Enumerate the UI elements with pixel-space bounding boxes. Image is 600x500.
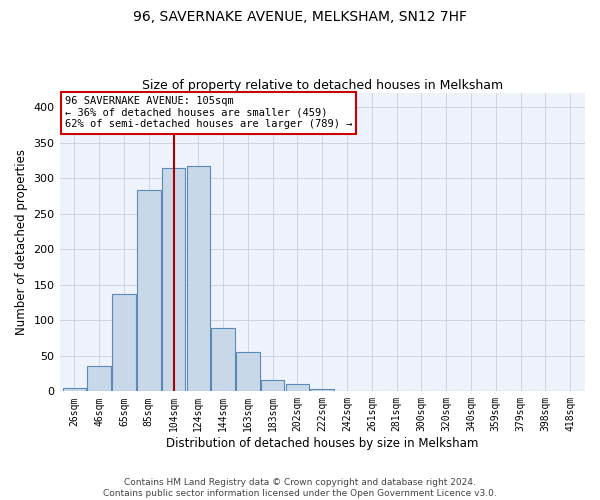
Text: 96, SAVERNAKE AVENUE, MELKSHAM, SN12 7HF: 96, SAVERNAKE AVENUE, MELKSHAM, SN12 7HF	[133, 10, 467, 24]
Bar	[162, 168, 185, 392]
Bar	[211, 328, 235, 392]
Bar	[410, 390, 433, 392]
Bar	[62, 388, 86, 392]
Bar	[261, 380, 284, 392]
Bar	[335, 390, 359, 392]
Bar	[559, 390, 582, 392]
Title: Size of property relative to detached houses in Melksham: Size of property relative to detached ho…	[142, 79, 503, 92]
Bar	[112, 294, 136, 392]
Bar	[310, 389, 334, 392]
Bar	[88, 366, 111, 392]
Bar	[236, 352, 260, 392]
Bar	[286, 384, 309, 392]
Text: 96 SAVERNAKE AVENUE: 105sqm
← 36% of detached houses are smaller (459)
62% of se: 96 SAVERNAKE AVENUE: 105sqm ← 36% of det…	[65, 96, 352, 130]
Bar	[137, 190, 161, 392]
Bar	[187, 166, 210, 392]
Bar	[459, 390, 483, 392]
Text: Contains HM Land Registry data © Crown copyright and database right 2024.
Contai: Contains HM Land Registry data © Crown c…	[103, 478, 497, 498]
Y-axis label: Number of detached properties: Number of detached properties	[15, 149, 28, 335]
X-axis label: Distribution of detached houses by size in Melksham: Distribution of detached houses by size …	[166, 437, 478, 450]
